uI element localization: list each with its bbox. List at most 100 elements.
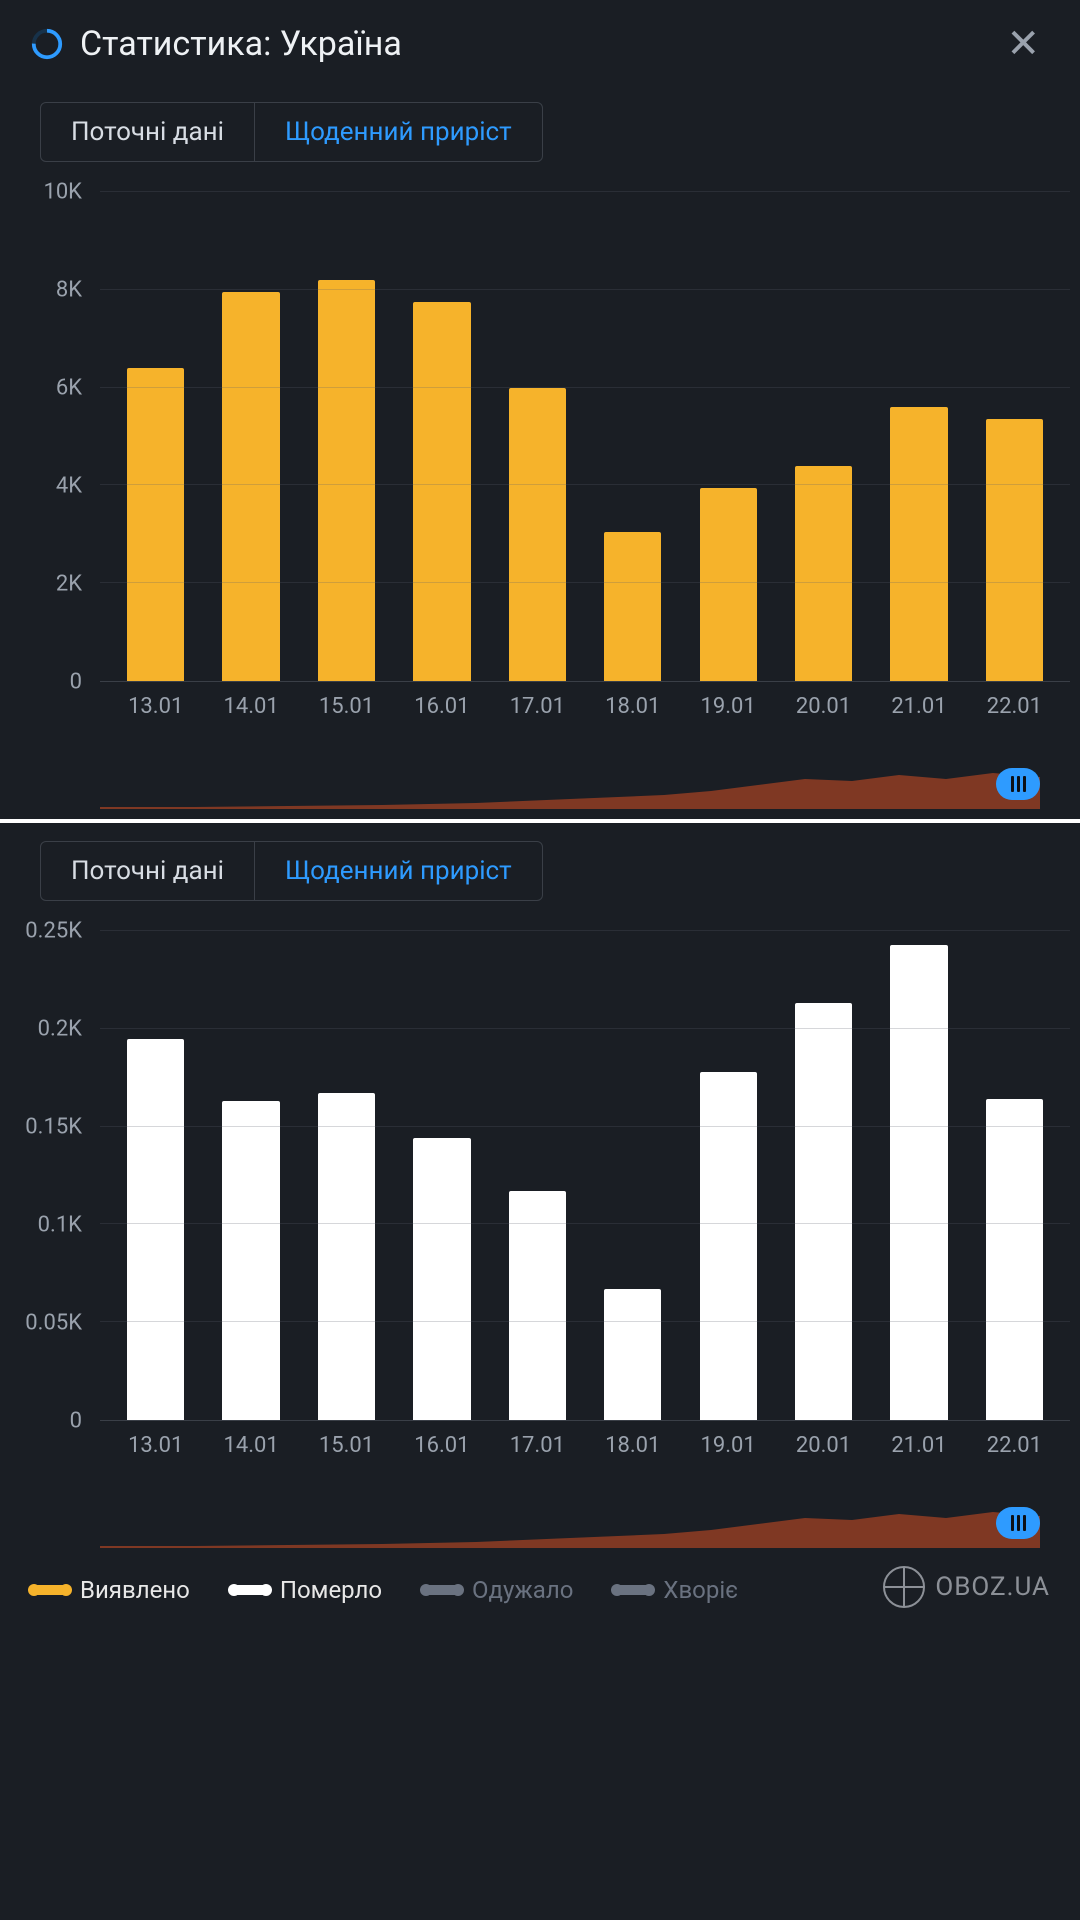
bar[interactable] <box>127 1039 184 1420</box>
y-tick: 0.2K <box>38 1017 82 1042</box>
chart-2-x-axis: 13.0114.0115.0116.0117.0118.0119.0120.01… <box>100 1421 1070 1458</box>
panel-bottom: Поточні дані Щоденний приріст 00.05K0.1K… <box>0 841 1080 1628</box>
bar[interactable] <box>890 407 947 681</box>
bar[interactable] <box>795 1003 852 1420</box>
y-tick: 0 <box>70 1409 82 1434</box>
scrubber-area-icon <box>100 769 1040 809</box>
pie-chart-icon <box>30 27 64 61</box>
x-tick: 17.01 <box>490 1433 585 1458</box>
chart-1-scrubber[interactable] <box>100 759 1040 809</box>
legend-label: Хворіє <box>663 1576 738 1604</box>
bar[interactable] <box>318 1093 375 1420</box>
x-tick: 13.01 <box>108 694 203 719</box>
bar-column <box>299 192 394 681</box>
bar-column <box>776 931 871 1420</box>
legend-label: Померло <box>280 1576 382 1604</box>
gridline <box>100 1028 1070 1029</box>
gridline <box>100 1321 1070 1322</box>
tab-current-data-2[interactable]: Поточні дані <box>41 842 255 900</box>
x-tick: 21.01 <box>871 694 966 719</box>
x-tick: 14.01 <box>203 1433 298 1458</box>
x-tick: 18.01 <box>585 694 680 719</box>
x-tick: 15.01 <box>299 694 394 719</box>
gridline <box>100 484 1070 485</box>
y-tick: 0.05K <box>25 1311 82 1336</box>
close-icon[interactable]: ✕ <box>996 24 1050 64</box>
chart-2-y-axis: 00.05K0.1K0.15K0.2K0.25K <box>10 931 100 1421</box>
scrubber-area-icon <box>100 1508 1040 1548</box>
legend-item[interactable]: Виявлено <box>30 1576 190 1604</box>
x-tick: 14.01 <box>203 694 298 719</box>
x-tick: 19.01 <box>680 694 775 719</box>
bar-column <box>299 931 394 1420</box>
x-tick: 20.01 <box>776 694 871 719</box>
tabs-2: Поточні дані Щоденний приріст <box>40 841 543 901</box>
bar-column <box>490 931 585 1420</box>
bar-column <box>585 931 680 1420</box>
bar[interactable] <box>318 280 375 681</box>
chart-2: 00.05K0.1K0.15K0.2K0.25K 13.0114.0115.01… <box>0 911 1080 1548</box>
legend-footer: Виявлено Померло Одужало Хворіє OBOZ.UA <box>0 1558 1080 1628</box>
header: Статистика: Україна ✕ <box>0 0 1080 82</box>
chart-2-scrubber[interactable] <box>100 1498 1040 1548</box>
bar[interactable] <box>890 945 947 1420</box>
x-tick: 20.01 <box>776 1433 871 1458</box>
bar[interactable] <box>795 466 852 681</box>
gridline <box>100 1126 1070 1127</box>
x-tick: 15.01 <box>299 1433 394 1458</box>
legend-item[interactable]: Хворіє <box>613 1576 738 1604</box>
x-tick: 16.01 <box>394 1433 489 1458</box>
bar[interactable] <box>509 1191 566 1420</box>
legend-item[interactable]: Одужало <box>422 1576 573 1604</box>
tab-daily-growth[interactable]: Щоденний приріст <box>255 103 542 161</box>
y-tick: 0 <box>70 670 82 695</box>
bar-column <box>967 192 1062 681</box>
x-tick: 18.01 <box>585 1433 680 1458</box>
y-tick: 8K <box>56 278 82 303</box>
bar[interactable] <box>222 292 279 681</box>
tab-daily-growth-2[interactable]: Щоденний приріст <box>255 842 542 900</box>
bar[interactable] <box>413 302 470 681</box>
chart-2-plot <box>100 931 1070 1421</box>
legend-swatch-icon <box>613 1585 653 1595</box>
bar-column <box>108 931 203 1420</box>
gridline <box>100 582 1070 583</box>
gridline <box>100 191 1070 192</box>
legend-label: Виявлено <box>80 1576 190 1604</box>
bar[interactable] <box>509 388 566 681</box>
bar[interactable] <box>986 1099 1043 1420</box>
chart-1-x-axis: 13.0114.0115.0116.0117.0118.0119.0120.01… <box>100 682 1070 719</box>
bar-column <box>871 931 966 1420</box>
legend-swatch-icon <box>230 1585 270 1595</box>
x-tick: 16.01 <box>394 694 489 719</box>
scrubber-handle-icon[interactable] <box>996 768 1040 800</box>
legend-item[interactable]: Померло <box>230 1576 382 1604</box>
x-tick: 21.01 <box>871 1433 966 1458</box>
bar[interactable] <box>222 1101 279 1420</box>
gridline <box>100 387 1070 388</box>
bar-column <box>203 931 298 1420</box>
bar[interactable] <box>413 1138 470 1420</box>
bar[interactable] <box>604 1289 661 1420</box>
chart-1: 02K4K6K8K10K 13.0114.0115.0116.0117.0118… <box>0 172 1080 809</box>
tab-current-data[interactable]: Поточні дані <box>41 103 255 161</box>
bar-column <box>680 192 775 681</box>
watermark: OBOZ.UA <box>883 1566 1050 1608</box>
bar-column <box>203 192 298 681</box>
bar[interactable] <box>986 419 1043 681</box>
page-title: Статистика: Україна <box>80 24 996 64</box>
y-tick: 2K <box>56 572 82 597</box>
scrubber-handle-icon[interactable] <box>996 1507 1040 1539</box>
bar[interactable] <box>604 532 661 681</box>
bar-column <box>490 192 585 681</box>
bar-column <box>394 192 489 681</box>
chart-1-y-axis: 02K4K6K8K10K <box>10 192 100 682</box>
bar[interactable] <box>700 488 757 681</box>
gridline <box>100 289 1070 290</box>
x-tick: 17.01 <box>490 694 585 719</box>
tabs-1: Поточні дані Щоденний приріст <box>40 102 543 162</box>
globe-icon <box>883 1566 925 1608</box>
bar[interactable] <box>127 368 184 681</box>
bar[interactable] <box>700 1072 757 1420</box>
x-tick: 19.01 <box>680 1433 775 1458</box>
